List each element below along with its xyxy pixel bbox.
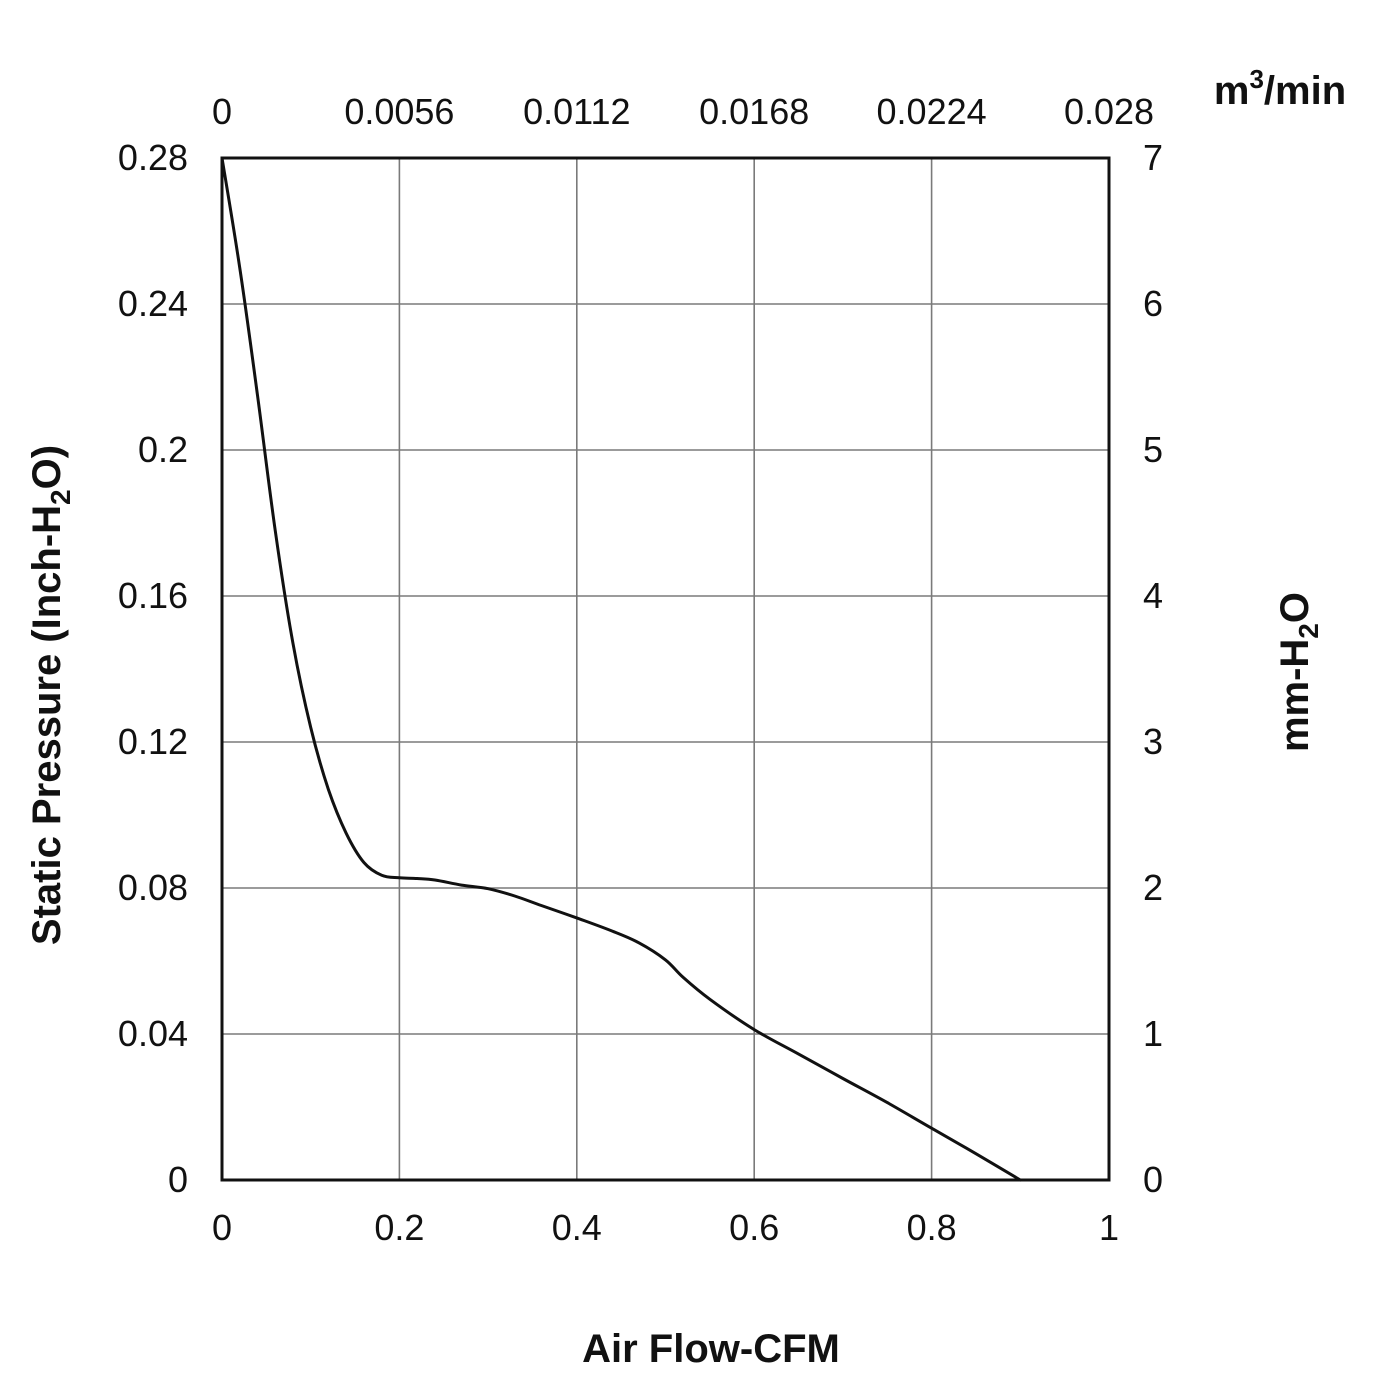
x-tick-label: 1 [1099,1207,1119,1248]
right-y-tick-label: 3 [1143,721,1163,762]
top-x-tick-label: 0.0056 [344,91,454,132]
right-y-tick-label: 2 [1143,867,1163,908]
right-axis-title-end: O [1273,592,1317,623]
right-axis-title-main: mm-H [1273,639,1317,752]
y-tick-label: 0.04 [118,1013,188,1054]
y-tick-label: 0.08 [118,867,188,908]
right-y-tick-label: 0 [1143,1159,1163,1200]
top-x-tick-label: 0.028 [1064,91,1154,132]
top-axis-unit-rest: /min [1264,69,1346,113]
right-axis-title: mm-H2O [1273,592,1324,752]
x-tick-label: 0 [212,1207,232,1248]
x-tick-label: 0.6 [729,1207,779,1248]
plot-area-frame [220,156,1111,1182]
right-y-tick-label: 6 [1143,283,1163,324]
top-axis-unit-sup: 3 [1249,64,1263,94]
top-x-tick-label: 0.0168 [699,91,809,132]
y-tick-label: 0.16 [118,575,188,616]
curve-layer [220,156,1022,1182]
tick-labels: 0 0.2 0.4 0.6 0.8 10 0.0056 0.0112 0.0168 0.0224 0… [118,91,1163,1248]
top-axis-unit-base: m [1214,69,1250,113]
x-tick-label: 0.4 [552,1207,602,1248]
y-tick-label: 0.28 [118,137,188,178]
top-axis-unit-label: m3/min [1214,64,1346,113]
right-y-tick-label: 5 [1143,429,1163,470]
y-axis-title-end: O) [25,445,69,489]
y-tick-label: 0.2 [138,429,188,470]
top-x-tick-label: 0.0224 [877,91,987,132]
y-tick-label: 0.24 [118,283,188,324]
x-axis-title: Air Flow-CFM [582,1327,840,1371]
top-x-tick-label: 0.0112 [523,91,630,132]
right-y-tick-label: 7 [1143,137,1163,178]
right-y-tick-label: 4 [1143,575,1163,616]
y-tick-label: 0 [168,1159,188,1200]
right-axis-title-sub: 2 [1293,623,1324,639]
x-tick-label: 0.8 [907,1207,957,1248]
x-tick-label: 0.2 [374,1207,424,1248]
top-x-tick-label: 0 [212,91,232,132]
y-axis-title-sub: 2 [45,489,76,505]
pressure-flow-curve [220,156,1022,1182]
y-axis-title-main: Static Pressure (Inch-H [25,505,69,945]
y-tick-label: 0.12 [118,721,188,762]
grid-lines [222,158,1109,1180]
right-y-tick-label: 1 [1143,1013,1163,1054]
y-axis-title: Static Pressure (Inch-H2O) [25,445,76,945]
